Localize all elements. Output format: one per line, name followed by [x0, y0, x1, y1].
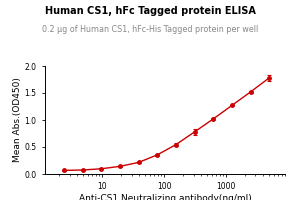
Y-axis label: Mean Abs.(OD450): Mean Abs.(OD450): [13, 78, 22, 162]
Text: 0.2 μg of Human CS1, hFc-His Tagged protein per well: 0.2 μg of Human CS1, hFc-His Tagged prot…: [42, 25, 258, 34]
Text: Human CS1, hFc Tagged protein ELISA: Human CS1, hFc Tagged protein ELISA: [45, 6, 255, 16]
X-axis label: Anti-CS1 Neutralizing antibody(ng/ml): Anti-CS1 Neutralizing antibody(ng/ml): [79, 194, 251, 200]
